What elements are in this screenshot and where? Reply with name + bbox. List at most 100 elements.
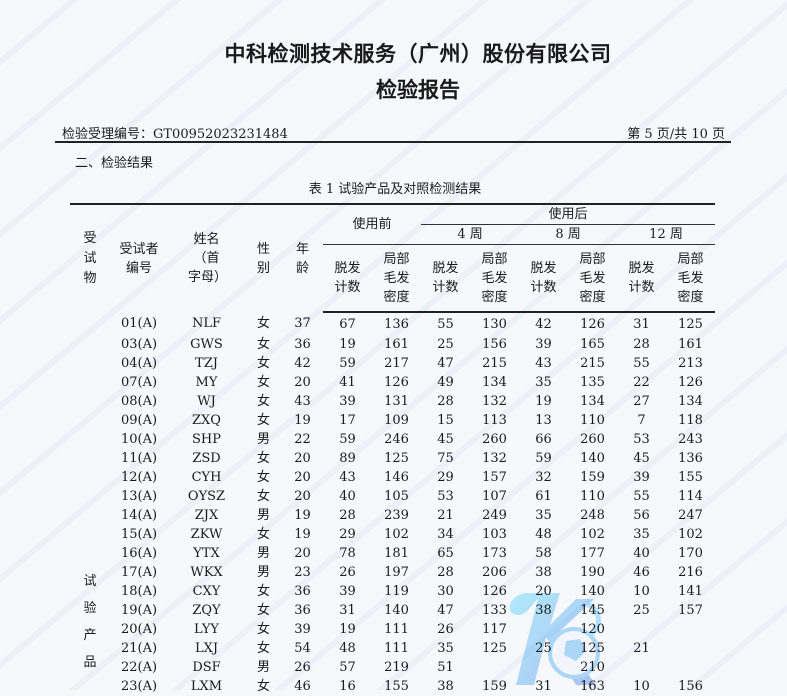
table-cell: 65: [437, 546, 454, 561]
table-cell: 16(A): [120, 546, 158, 561]
table-cell: ZJX: [194, 508, 219, 523]
table-cell: 19: [535, 394, 552, 409]
header-local-density: 局部毛发密度: [372, 244, 422, 313]
header-hair-loss-count: 脱发计数: [323, 244, 372, 313]
table-cell: 248: [580, 508, 605, 523]
table-cell: WKX: [190, 565, 223, 580]
table-cell: 89: [339, 451, 356, 466]
table-cell: 48: [535, 527, 552, 542]
table-cell: 110: [580, 489, 605, 504]
table-cell: 36: [294, 603, 311, 618]
subject-cell: [70, 335, 110, 354]
table-cell: 260: [482, 432, 507, 447]
group-label: 试验产品: [83, 574, 97, 670]
table-cell: 190: [580, 565, 605, 580]
table-cell: 173: [482, 546, 507, 561]
table-cell: 136: [384, 316, 409, 332]
table-cell: NLF: [191, 316, 222, 331]
table-cell: 210: [580, 660, 605, 675]
table-cell: 41: [339, 375, 356, 390]
table-cell: 206: [482, 565, 507, 580]
table-cell: 46: [294, 679, 311, 694]
header-local-density: 局部毛发密度: [568, 244, 618, 313]
table-cell: 102: [580, 527, 605, 542]
table-cell: GWS: [190, 337, 223, 352]
table-cell: 女: [256, 451, 270, 466]
table-cell: 134: [580, 394, 605, 409]
table-cell: 35: [633, 527, 650, 542]
table-cell: 102: [678, 527, 703, 542]
table-cell: 21: [633, 641, 650, 656]
subject-cell: [70, 392, 110, 411]
table-cell: 39: [339, 584, 356, 599]
table-cell: 103: [482, 527, 507, 542]
table-cell: CYH: [191, 470, 222, 485]
table-cell: 133: [482, 603, 507, 618]
table-cell: 157: [482, 470, 507, 485]
table-cell: 134: [678, 394, 703, 409]
header-hair-loss-count: 脱发计数: [617, 244, 667, 313]
logo-football-icon: [548, 627, 600, 679]
header-after: 使用后: [421, 203, 716, 225]
table-cell: 女: [256, 413, 270, 428]
table-cell: SHP: [192, 432, 221, 447]
report-title: 检验报告: [376, 77, 460, 102]
table-cell: 22: [633, 375, 650, 390]
table-cell: 246: [384, 432, 409, 447]
table-cell: 140: [580, 584, 605, 599]
subject-cell: [70, 639, 110, 658]
table-cell: 155: [678, 470, 703, 485]
results-table: 受试物 受试者编号 姓名（首字母） 性别 年龄 使用前 使用后 4 周 8 周 …: [70, 203, 716, 696]
table-cell: 男: [256, 432, 270, 447]
table-cell: 女: [256, 489, 270, 504]
table-cell: 197: [384, 565, 409, 580]
table-cell: 39: [294, 622, 311, 637]
table-cell: 130: [482, 316, 507, 332]
subject-cell: [70, 411, 110, 430]
table-cell: 40: [633, 546, 650, 561]
table-cell: 105: [384, 489, 409, 504]
table-cell: 42: [294, 356, 311, 371]
table-cell: 67: [339, 316, 356, 332]
subject-cell: [70, 601, 110, 620]
table-cell: 19: [294, 508, 311, 523]
table-cell: 23: [294, 565, 311, 580]
table-cell: 女: [256, 603, 270, 618]
table-cell: 247: [678, 508, 703, 523]
table-cell: 10: [633, 679, 650, 694]
table-cell: 28: [633, 337, 650, 352]
table-cell: 20: [294, 470, 311, 485]
subject-cell: [70, 468, 110, 487]
table-cell: 140: [384, 603, 409, 618]
table-cell: [519, 620, 568, 639]
table-cell: 女: [256, 622, 270, 637]
table-cell: 女: [256, 375, 270, 390]
table-cell: 126: [678, 375, 703, 390]
table-cell: 34: [437, 527, 454, 542]
header-age: 年龄: [282, 203, 323, 312]
header-gender: 性别: [245, 203, 282, 312]
kaiyun-logo: [509, 593, 601, 685]
table-cell: 19: [339, 337, 356, 352]
table-cell: LXJ: [194, 641, 219, 656]
table-cell: 215: [482, 356, 507, 371]
table-cell: 260: [580, 432, 605, 447]
table-cell: 146: [384, 470, 409, 485]
table-cell: 38: [437, 679, 454, 694]
subject-cell: [70, 312, 110, 335]
table-cell: 47: [437, 603, 454, 618]
header-week12: 12 周: [617, 224, 716, 245]
table-cell: 35: [437, 641, 454, 656]
table-cell: LXM: [190, 679, 223, 694]
table-cell: 20: [294, 546, 311, 561]
table-cell: 156: [482, 337, 507, 352]
table-cell: 15(A): [120, 527, 158, 542]
table-cell: 20: [294, 375, 311, 390]
table-cell: 31: [535, 679, 552, 694]
table-cell: 132: [482, 394, 507, 409]
table-cell: 47: [437, 356, 454, 371]
subject-cell: [70, 506, 110, 525]
table-cell: 110: [580, 413, 605, 428]
table-cell: 156: [678, 679, 703, 694]
table-cell: 35: [535, 508, 552, 523]
